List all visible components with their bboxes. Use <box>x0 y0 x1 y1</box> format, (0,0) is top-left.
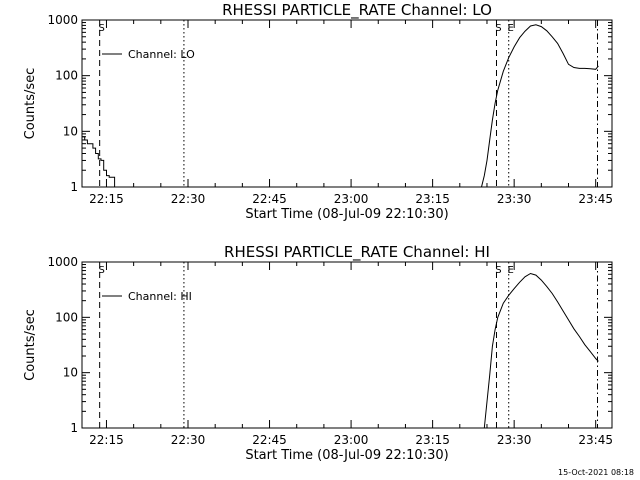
panel-2-series-line-1 <box>483 272 599 429</box>
panel-1-xtick-label: 22:15 <box>89 192 124 206</box>
panel-2-xtick-label: 22:15 <box>89 433 124 447</box>
panel-1-xtick-label: 22:45 <box>252 192 287 206</box>
panel-2-x-axis-label: Start Time (08-Jul-09 22:10:30) <box>245 448 448 463</box>
panel-2-marker-label: E <box>508 265 514 276</box>
panel-2-xtick-label: 22:30 <box>171 433 206 447</box>
panel-1-title: RHESSI PARTICLE_RATE Channel: LO <box>222 1 492 20</box>
panel-1-ytick-label: 1 <box>70 180 78 194</box>
panel-1-xtick-label: 23:45 <box>578 192 613 206</box>
panel-2-ytick-label: 1 <box>70 421 78 435</box>
panel-2-xtick-label: 22:45 <box>252 433 287 447</box>
panel-2-legend-label: Channel: HI <box>128 290 192 303</box>
panel-1-xtick-label: 23:15 <box>415 192 450 206</box>
panel-1-marker-label: S <box>98 23 104 34</box>
panel-2-xtick-label: 23:00 <box>334 433 369 447</box>
panel-1-series-line-1 <box>82 136 116 188</box>
panel-1-ytick-label: 10 <box>63 124 78 138</box>
panel-1-xtick-label: 23:00 <box>334 192 369 206</box>
panel-1-marker-label: S <box>495 23 501 34</box>
panel-1-x-axis-label: Start Time (08-Jul-09 22:10:30) <box>245 207 448 222</box>
panel-2-ytick-label: 1000 <box>47 255 78 269</box>
panel-1-y-axis-label: Counts/sec <box>23 68 38 140</box>
panel-1-series-line-2 <box>481 24 599 188</box>
panel-2-xtick-label: 23:30 <box>497 433 532 447</box>
panel-1-xtick-label: 23:30 <box>497 192 532 206</box>
panel-1-ytick-label: 1000 <box>47 13 78 27</box>
panel-1-marker-label: E <box>508 23 514 34</box>
panel-2-ytick-label: 100 <box>55 310 78 324</box>
panel-2-marker-label: S <box>98 265 104 276</box>
panel-1-axes-frame <box>81 19 613 188</box>
date-stamp: 15-Oct-2021 08:18 <box>558 468 634 477</box>
panel-2-title: RHESSI PARTICLE_RATE Channel: HI <box>224 243 490 262</box>
panel-2-xtick-label: 23:15 <box>415 433 450 447</box>
panel-2-y-axis-label: Counts/sec <box>23 309 38 381</box>
panel-2-marker-label: S <box>495 265 501 276</box>
panel-2-xtick-label: 23:45 <box>578 433 613 447</box>
panel-2-ytick-label: 10 <box>63 366 78 380</box>
panel-1-legend-label: Channel: LO <box>128 48 195 61</box>
panel-2-axes-frame <box>81 261 613 429</box>
panel-1-xtick-label: 22:30 <box>171 192 206 206</box>
panel-1-ytick-label: 100 <box>55 69 78 83</box>
